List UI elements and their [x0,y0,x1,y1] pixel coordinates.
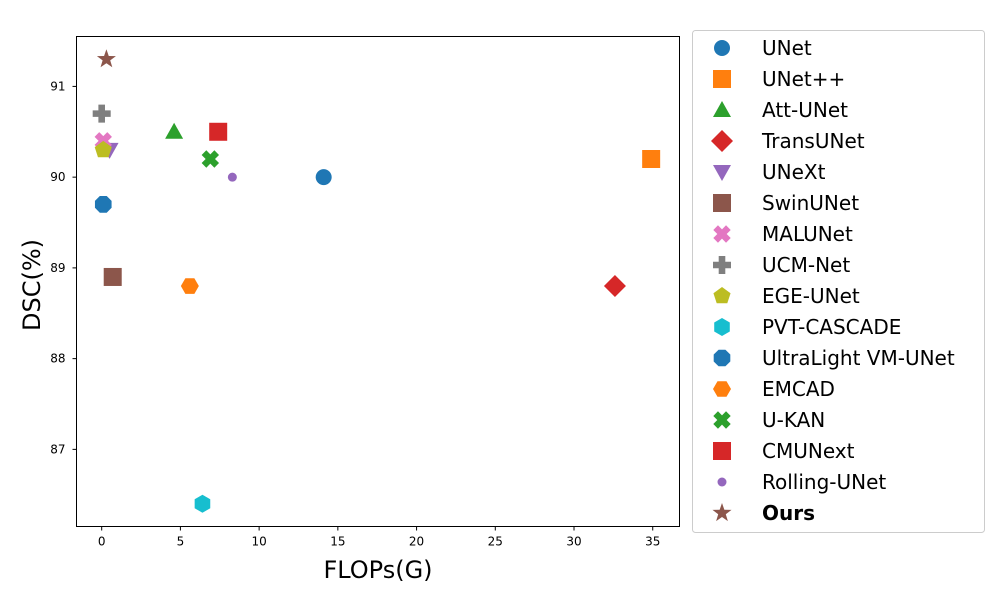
legend-label-att-unet: Att-UNet [762,98,848,122]
legend-marker-swinunet [713,194,731,212]
data-point-swinunet [103,267,122,286]
legend-label-unet: UNet++ [762,67,845,91]
data-point-att-unet [165,122,184,139]
plot-area-frame [76,36,680,527]
x-tick-label: 30 [566,535,581,549]
legend-label-ours: Ours [762,501,815,525]
legend-marker-malunet [713,225,731,243]
legend-frame [692,30,985,533]
legend-marker-unet [713,70,731,88]
legend-label-transunet: TransUNet [761,129,865,153]
x-tick-label: 15 [330,535,345,549]
data-point-u-kan [201,150,220,168]
y-tick-label: 90 [50,170,65,184]
data-point-ours [96,49,116,68]
legend-label-pvt-cascade: PVT-CASCADE [762,315,901,339]
legend-marker-cmunext [713,442,731,460]
legend-marker-unext [713,165,731,181]
x-tick-label: 10 [251,535,266,549]
data-points [92,49,661,513]
legend-label-cmunext: CMUNext [762,439,855,463]
data-point-ege-unet [94,140,112,158]
legend-marker-ege-unet [713,287,731,304]
x-axis-title: FLOPs(G) [323,556,432,584]
data-point-unet [642,150,661,168]
data-point-unet [315,169,332,186]
data-point-transunet [603,275,626,298]
legend: UNet UNet++ Att-UNet TransUNet UNeXt SwinUNet… [692,30,985,533]
legend-label-unext: UNeXt [762,160,826,184]
legend-marker-pvt-cascade [714,318,730,336]
legend-label-unet: UNet [762,36,812,60]
y-tick-label: 89 [50,261,65,275]
legend-marker-transunet [711,130,733,152]
y-tick-label: 88 [50,352,65,366]
legend-marker-att-unet [713,101,731,117]
data-point-pvt-cascade [194,494,211,513]
legend-marker-rolling-unet [717,477,727,487]
legend-label-u-kan: U-KAN [762,408,825,432]
data-point-ucm-net [92,104,111,123]
x-tick-label: 25 [488,535,503,549]
y-tick-label: 91 [50,79,65,93]
legend-label-malunet: MALUNet [762,222,853,246]
data-point-emcad [180,278,199,294]
data-point-ultralight-vm-unet [94,196,112,213]
legend-marker-ours [712,503,732,522]
y-axis: 87 88 89 90 91 [50,79,77,456]
legend-marker-ucm-net [713,256,731,274]
x-tick-label: 20 [409,535,424,549]
data-point-rolling-unet [227,172,237,182]
legend-label-ultralight-vm-unet: UltraLight VM-UNet [762,346,955,370]
legend-marker-emcad [713,381,731,397]
legend-label-ucm-net: UCM-Net [762,253,850,277]
y-tick-label: 87 [50,442,65,456]
legend-marker-ultralight-vm-unet [713,349,731,367]
legend-label-emcad: EMCAD [762,377,835,401]
x-tick-label: 35 [645,535,660,549]
legend-marker-unet [714,40,730,56]
data-point-cmunext [209,122,228,141]
x-tick-label: 0 [98,535,106,549]
legend-marker-u-kan [713,411,731,429]
x-tick-label: 5 [177,535,185,549]
legend-items: UNet UNet++ Att-UNet TransUNet UNeXt SwinUNet… [711,36,955,525]
x-axis: 0 5 10 15 20 25 30 35 [98,526,660,549]
legend-label-rolling-unet: Rolling-UNet [762,470,886,494]
legend-label-ege-unet: EGE-UNet [762,284,860,308]
y-axis-title: DSC(%) [18,239,46,331]
legend-label-swinunet: SwinUNet [762,191,859,215]
